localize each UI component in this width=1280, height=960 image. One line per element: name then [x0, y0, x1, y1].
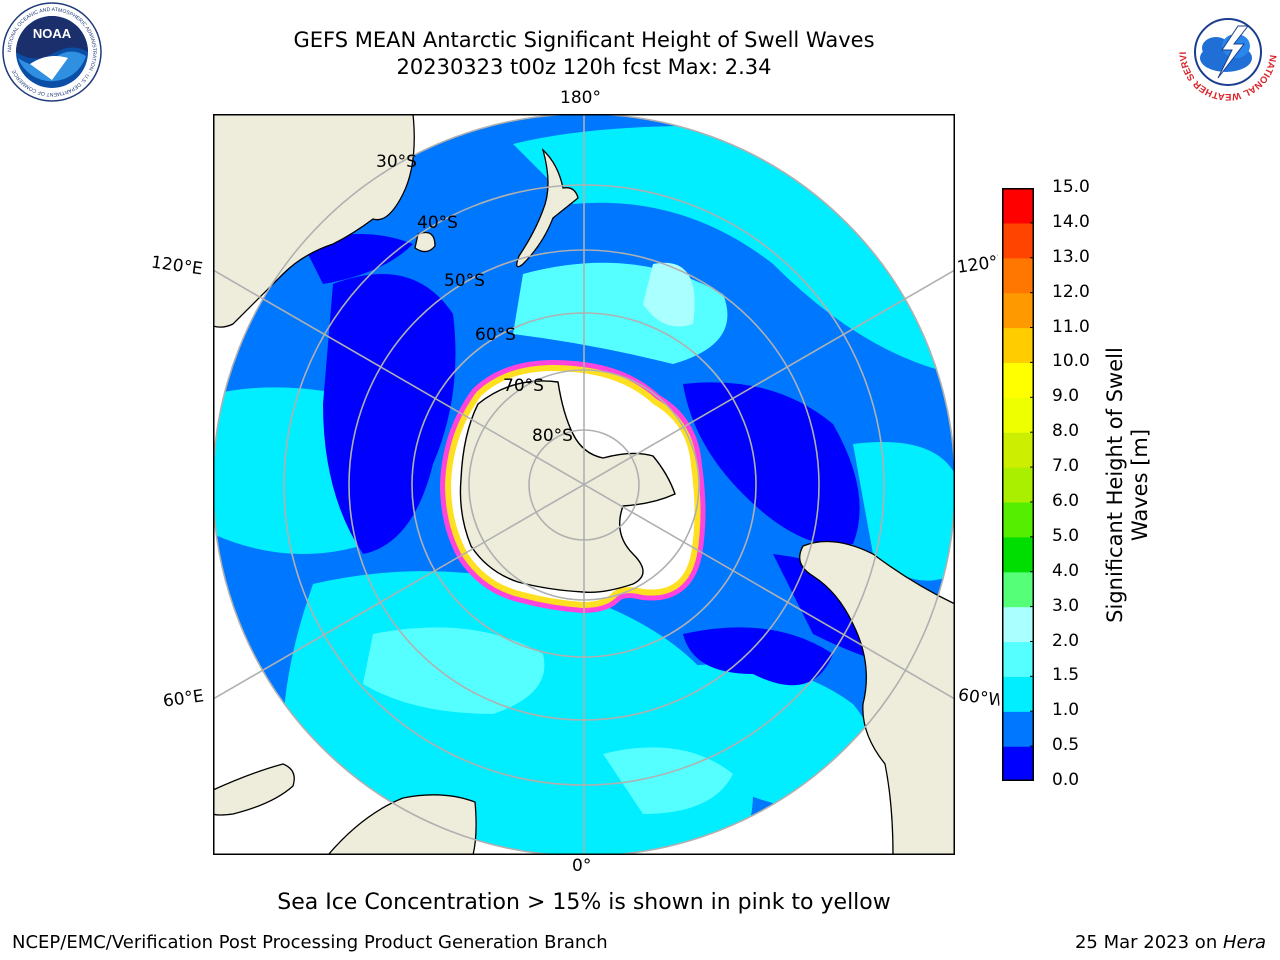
lat-label-40s: 40°S: [417, 213, 458, 233]
colorbar-tick-label: 11.0: [1052, 316, 1090, 337]
colorbar-label-line2: Waves [m]: [1128, 428, 1152, 542]
colorbar-segment: [1002, 746, 1034, 781]
colorbar-tick-label: 1.5: [1052, 665, 1080, 686]
colorbar: [1002, 188, 1034, 781]
colorbar-border: [1002, 188, 1034, 781]
lat-label-80s: 80°S: [532, 426, 573, 446]
colorbar-tick-label: 2.0: [1052, 630, 1080, 651]
colorbar-segment: [1002, 606, 1034, 643]
tasmania: [414, 231, 436, 253]
colorbar-segment: [1002, 362, 1034, 398]
lat-label-50s: 50°S: [444, 271, 485, 291]
lat-label-30s: 30°S: [376, 152, 417, 172]
colorbar-tick-label: 13.0: [1052, 246, 1090, 267]
south-america: [799, 540, 955, 855]
colorbar-segment: [1002, 467, 1034, 503]
madagascar: [213, 763, 295, 816]
nws-logo-icon: NATIONAL WEATHER SERVICE: [1178, 2, 1278, 102]
australia: [213, 114, 415, 328]
lon-label-0: 0°: [572, 856, 592, 876]
colorbar-segment: [1002, 676, 1034, 712]
footer-date-text: 25 Mar 2023 on: [1074, 932, 1223, 953]
colorbar-tick-label: 9.0: [1052, 386, 1080, 407]
footer-date: 25 Mar 2023 on Hera: [1075, 932, 1266, 953]
lon-label-60w: 60°W: [956, 685, 1002, 711]
latitude-labels: 30°S 40°S 50°S 60°S 70°S 80°S: [376, 152, 573, 446]
antarctica: [440, 360, 706, 613]
colorbar-segment: [1002, 292, 1034, 329]
colorbar-segment: [1002, 188, 1034, 224]
graticule: [213, 114, 955, 855]
colorbar-segment: [1002, 641, 1034, 677]
colorbar-segment: [1002, 432, 1034, 468]
lon-label-180: 180°: [560, 88, 601, 108]
colorbar-segment: [1002, 327, 1034, 364]
colorbar-segment: [1002, 501, 1034, 538]
chart-title: GEFS MEAN Antarctic Significant Height o…: [293, 28, 875, 52]
colorbar-segment: [1002, 222, 1034, 259]
colorbar-tick-label: 14.0: [1052, 211, 1090, 232]
colorbar-tick-label: 6.0: [1052, 490, 1080, 511]
colorbar-segment: [1002, 536, 1034, 573]
colorbar-segment: [1002, 711, 1034, 747]
lon-label-60e: 60°E: [161, 686, 206, 712]
colorbar-tick-label: 0.0: [1052, 770, 1080, 790]
colorbar-segment: [1002, 257, 1034, 294]
colorbar-tick-label: 15.0: [1052, 177, 1090, 197]
polar-map: 30°S 40°S 50°S 60°S 70°S 80°S: [213, 114, 955, 855]
colorbar-label-line1: Significant Height of Swell: [1103, 347, 1127, 623]
lat-label-70s: 70°S: [503, 376, 544, 396]
colorbar-tick-label: 0.5: [1052, 735, 1080, 756]
africa: [327, 794, 477, 855]
svg-text:NOAA: NOAA: [33, 26, 72, 41]
lon-label-120w: 120°W: [955, 252, 1001, 278]
new-zealand: [516, 147, 579, 268]
colorbar-tick-label: 3.0: [1052, 595, 1080, 616]
noaa-logo-icon: NOAA NATIONAL OCEANIC AND ATMOSPHERIC AD…: [2, 2, 102, 102]
colorbar-segment: [1002, 571, 1034, 608]
colorbar-tick-label: 12.0: [1052, 281, 1090, 302]
sea-ice-note: Sea Ice Concentration > 15% is shown in …: [277, 890, 891, 915]
colorbar-tick-label: 1.0: [1052, 700, 1080, 721]
chart-subtitle-run: 20230323 t00z 120h fcst Max: 2.34: [396, 55, 772, 79]
colorbar-tick-label: 8.0: [1052, 421, 1080, 442]
colorbar-tick-label: 10.0: [1052, 351, 1090, 372]
lat-label-60s: 60°S: [475, 325, 516, 345]
colorbar-tick-label: 7.0: [1052, 456, 1080, 477]
footer-host: Hera: [1222, 932, 1266, 953]
footer-organization: NCEP/EMC/Verification Post Processing Pr…: [12, 932, 608, 953]
colorbar-label: Significant Height of Swell Waves [m]: [1103, 275, 1153, 695]
colorbar-tick-label: 5.0: [1052, 525, 1080, 546]
map-border: [213, 114, 955, 855]
colorbar-segment: [1002, 397, 1034, 433]
lon-label-120e: 120°E: [149, 252, 204, 280]
colorbar-tick-label: 4.0: [1052, 560, 1080, 581]
